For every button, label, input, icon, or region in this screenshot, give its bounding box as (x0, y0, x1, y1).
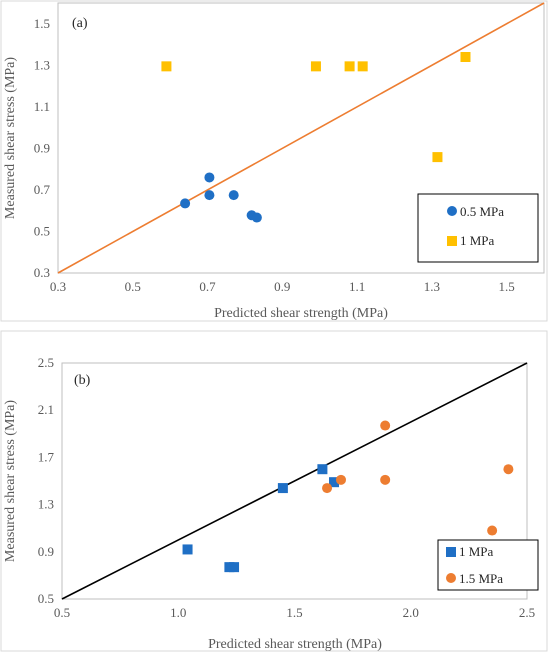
panel-b-x-tick-label: 2.5 (519, 605, 535, 620)
point-b-1-5-mpa (503, 464, 514, 475)
point-b-1-5-mpa (487, 525, 498, 536)
panel-a-x-ticks: 0.3 0.5 0.7 0.9 1.1 1.3 1.5 (50, 279, 515, 294)
point-b-1-5-mpa (380, 420, 391, 431)
point-a-0-5-mpa (180, 198, 191, 209)
panel-b-y-tick-label: 0.9 (38, 544, 54, 559)
point-b-1-mpa (277, 483, 288, 494)
panel-b-x-ticks: 0.5 1.0 1.5 2.0 2.5 (54, 605, 535, 620)
panel-b-x-tick-label: 1.0 (170, 605, 186, 620)
legend-label-1-5-mpa: 1.5 MPa (459, 571, 503, 586)
panel-b-x-tick-label: 0.5 (54, 605, 70, 620)
panel-a-points (161, 52, 471, 223)
point-b-1-mpa (329, 477, 340, 488)
point-b-1-mpa (229, 562, 240, 573)
panel-b-y-tick-label: 1.7 (38, 449, 55, 464)
panel-a-x-axis-title: Predicted shear strength (MPa) (214, 306, 388, 321)
panel-a-reference-line-group (57, 2, 545, 274)
panel-b-reference-line (61, 362, 528, 600)
panel-a-y-tick-label: 0.3 (34, 265, 50, 280)
panel-b-y-tick-label: 2.1 (38, 402, 54, 417)
panel-a-frame (0, 0, 548, 322)
chart-panel-a: 0.3 0.5 0.7 0.9 1.1 1.3 1.5 0.3 0.5 0.7 0.9 1.1 1.3… (0, 0, 548, 322)
panel-a-y-tick-label: 0.9 (34, 140, 50, 155)
point-b-1-5-mpa (380, 474, 391, 485)
point-a-1-mpa (310, 61, 321, 72)
panel-a-y-axis-title: Measured shear stress (MPa) (3, 57, 18, 219)
legend-label-0-5-mpa: 0.5 MPa (460, 204, 504, 219)
point-b-1-5-mpa (336, 474, 346, 485)
panel-a-plot-area (57, 2, 545, 274)
legend-marker-1-5-mpa (446, 573, 456, 583)
panel-a-x-tick-label: 0.3 (50, 279, 66, 294)
point-a-1-mpa (357, 61, 368, 72)
panel-a-x-tick-label: 1.1 (349, 279, 365, 294)
panel-a-x-tick-label: 0.5 (125, 279, 141, 294)
point-a-1-mpa (432, 152, 443, 163)
panel-b-y-ticks: 0.5 0.9 1.3 1.7 2.1 2.5 (38, 355, 55, 606)
panel-b-plot-area (61, 362, 528, 600)
panel-a-x-tick-label: 0.9 (274, 279, 290, 294)
panel-b-x-axis-title: Predicted shear strength (MPa) (208, 637, 382, 652)
panel-a-x-tick-label: 1.5 (498, 279, 514, 294)
legend-label-1-mpa: 1 MPa (460, 233, 495, 248)
point-a-1-mpa (344, 61, 355, 72)
panel-b-y-tick-label: 0.5 (38, 591, 54, 606)
panel-a-y-tick-label: 0.7 (34, 182, 51, 197)
legend-marker-0-5-mpa (447, 206, 457, 216)
panel-a-x-tick-label: 0.7 (199, 279, 216, 294)
point-a-1-mpa (161, 61, 172, 72)
panel-b-reference-line-group (61, 362, 528, 600)
point-a-0-5-mpa (228, 190, 239, 201)
point-b-1-5-mpa (322, 483, 333, 494)
chart-panel-b: 0.5 1.0 1.5 2.0 2.5 0.5 0.9 1.3 1.7 2.1 2.5 (b) P… (0, 330, 548, 652)
point-b-1-mpa (317, 464, 328, 475)
point-a-0-5-mpa (251, 212, 262, 223)
panel-b-points (182, 420, 514, 573)
point-a-0-5-mpa (204, 190, 215, 201)
panel-b-y-tick-label: 2.5 (38, 355, 54, 370)
panel-a-y-tick-label: 1.1 (34, 99, 50, 114)
point-b-1-mpa (182, 544, 193, 555)
panel-a-y-tick-label: 0.5 (34, 223, 50, 238)
panel-a-legend: 0.5 MPa 1 MPa (417, 193, 539, 263)
panel-a-reference-line (57, 2, 545, 274)
panel-b-x-tick-label: 2.0 (403, 605, 419, 620)
panel-b-x-tick-label: 1.5 (286, 605, 302, 620)
legend-marker-1-mpa-b (446, 547, 456, 557)
legend-marker-1-mpa (447, 236, 457, 246)
panel-b-label: (b) (74, 373, 91, 388)
panel-b-y-axis-title: Measured shear stress (MPa) (3, 400, 18, 562)
panel-b-y-tick-label: 1.3 (38, 497, 54, 512)
panel-a-legend-box (417, 193, 539, 263)
panel-b-legend: 1 MPa 1.5 MPa (437, 539, 539, 591)
panel-a-y-tick-label: 1.5 (34, 16, 50, 31)
panel-a-y-tick-label: 1.3 (34, 57, 50, 72)
panel-a-x-tick-label: 1.3 (424, 279, 440, 294)
legend-label-1-mpa-b: 1 MPa (459, 544, 494, 559)
point-a-0-5-mpa (204, 172, 215, 183)
panel-a-label: (a) (72, 16, 88, 31)
point-a-1-mpa (460, 52, 471, 62)
panel-a-y-ticks: 0.3 0.5 0.7 0.9 1.1 1.3 1.5 (34, 16, 51, 280)
